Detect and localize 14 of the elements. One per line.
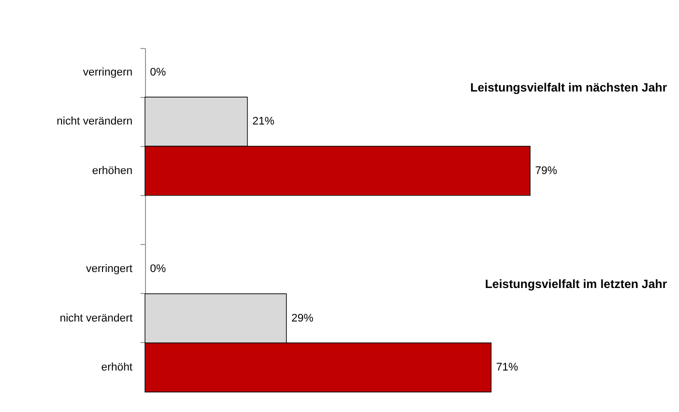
- data-label: 71%: [496, 361, 518, 374]
- data-label: 21%: [252, 116, 275, 128]
- data-label: 0%: [150, 263, 166, 276]
- y-tick-label: nicht verändern: [56, 116, 132, 128]
- y-tick-label: erhöht: [101, 361, 132, 374]
- y-tick-label: nicht verändert: [60, 312, 132, 324]
- y-tick-label: verringern: [82, 66, 132, 79]
- annotation: Leistungsvielfalt im letzten Jahr: [484, 276, 668, 291]
- y-tick-label: verringert: [86, 263, 132, 276]
- data-label: 0%: [150, 66, 166, 79]
- annotation: Leistungsvielfalt im nächsten Jahr: [470, 80, 668, 94]
- data-label: 29%: [291, 312, 314, 324]
- data-label: 79%: [535, 164, 558, 177]
- y-tick-label: erhöhen: [92, 164, 132, 177]
